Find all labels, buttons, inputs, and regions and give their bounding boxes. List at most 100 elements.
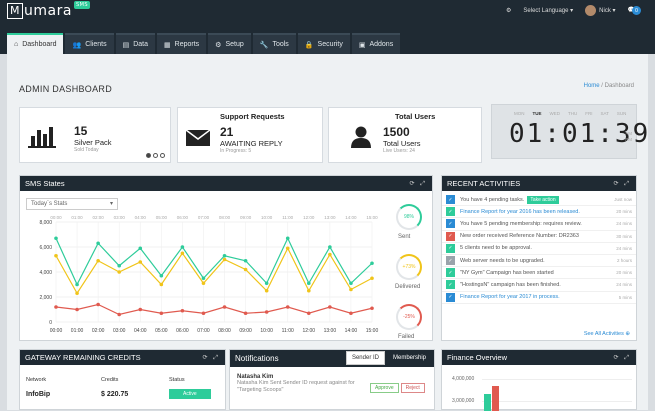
approve-button[interactable]: Approve <box>370 383 399 393</box>
tab-reports[interactable]: ▦ Reports <box>157 33 207 54</box>
data-point-failed <box>180 308 185 313</box>
list-item[interactable]: ✓ Web server needs to be upgraded. 2 hours <box>442 255 636 268</box>
activity-text: "HostingsN" campaign has been finished. <box>460 281 561 288</box>
activity-time: 30 mins <box>616 233 632 239</box>
support-number: 21 <box>220 125 234 139</box>
logo-letter: M <box>7 2 23 19</box>
data-point-sent <box>138 246 143 251</box>
breadcrumb-home[interactable]: Home <box>583 83 600 89</box>
activity-time: 2 hours <box>616 258 632 264</box>
finance-bar <box>492 386 499 411</box>
stats-select[interactable]: Today`s Stats <box>26 198 118 210</box>
activities-title: RECENT ACTIVITIES <box>447 179 521 188</box>
tab-membership[interactable]: Membership <box>386 351 432 365</box>
language-select[interactable]: Select Language ▾ <box>523 8 574 14</box>
breadcrumb-current: Dashboard <box>604 83 634 89</box>
pack-sub: Sold Today <box>74 147 99 153</box>
take-action-button[interactable]: Take action <box>527 195 559 204</box>
data-point-sent <box>222 253 227 258</box>
list-item[interactable]: ✓ You have 4 pending tasks. Take action Jus… <box>442 194 636 207</box>
clock-time: 01:01:39 <box>509 119 651 149</box>
users-label: Total Users <box>383 139 421 148</box>
y-tick-label: 0 <box>49 320 52 326</box>
panel-controls[interactable]: ⟳ ⤢ <box>613 180 631 187</box>
x-tick-label: 05:00 <box>155 328 168 334</box>
data-point-sent <box>75 282 79 287</box>
list-item[interactable]: ✓ Finance Report for year 2017 in process… <box>442 292 636 304</box>
x-tick-label: 00:00 <box>50 328 63 334</box>
list-item[interactable]: ✓ 5 clients need to be approval. 24 mins <box>442 243 636 255</box>
x-tick-label: 02:00 <box>92 328 105 334</box>
data-point-failed <box>349 311 353 316</box>
activity-icon: ✓ <box>446 292 455 302</box>
finance-title: Finance Overview <box>447 353 508 362</box>
data-point-failed <box>264 310 269 314</box>
tab-setup[interactable]: ⚙ Setup <box>208 33 251 54</box>
list-item[interactable]: ✓ Finance Report for year 2016 has been r… <box>442 206 636 219</box>
stat-card-pack: 15 Silver Pack Sold Today <box>19 107 171 163</box>
data-point-failed <box>243 311 248 316</box>
tab-clients[interactable]: 👥 Clients <box>65 33 114 54</box>
panel-controls[interactable]: ⟳ ⤢ <box>409 180 427 187</box>
y-tick-label: 4,000 <box>39 270 52 276</box>
list-item[interactable]: ✓ You have 5 pending membership: requires… <box>442 218 636 231</box>
data-point-delivered <box>328 252 332 257</box>
panel-controls[interactable]: ⟳ ⤢ <box>202 354 220 361</box>
clock-days: MON TUE WED THU FRI SAT SUN <box>514 111 626 116</box>
gauge-sent: 98% <box>396 204 422 230</box>
x-tick-label: 06:00 <box>176 328 189 334</box>
see-all-link[interactable]: See All Activities ⊕ <box>583 331 630 337</box>
tab-addons[interactable]: ▣ Addons <box>351 33 401 54</box>
data-point-delivered <box>349 287 353 292</box>
logo-text: umara <box>24 2 72 19</box>
gauge-label: Delivered <box>395 284 421 290</box>
data-point-sent <box>328 245 332 249</box>
user-menu[interactable]: Nick ▾ <box>585 5 616 16</box>
data-point-delivered <box>243 267 248 272</box>
gauge-label: Sent <box>398 234 411 240</box>
support-label: AWAITING REPLY <box>220 139 283 148</box>
tab-sender-id[interactable]: Sender ID <box>345 351 385 365</box>
activity-icon: ✓ <box>446 195 455 205</box>
activity-time: Just now <box>614 197 632 203</box>
notifications-title: Notifications <box>235 354 279 363</box>
reject-button[interactable]: Reject <box>400 383 425 393</box>
data-point-failed <box>328 305 332 309</box>
data-point-delivered <box>96 258 100 263</box>
panel-controls[interactable]: ⟳ ⤢ <box>613 354 631 361</box>
logo[interactable]: M umara SMS <box>7 0 91 19</box>
activity-time: 24 mins <box>616 282 632 288</box>
list-item[interactable]: ✓ "NY Gym" Campaign has been started 20 mi… <box>442 267 636 280</box>
users-icon: 👥 <box>72 41 82 49</box>
data-point-failed <box>285 305 290 309</box>
users-number: 1500 <box>383 125 410 139</box>
gear-icon[interactable]: ⚙ <box>506 8 512 14</box>
notification-button[interactable]: 💬0 <box>628 6 641 15</box>
sms-line-chart: 02,0004,0006,0008,00000:0000:0001:0001:0… <box>39 215 378 334</box>
reports-icon: ▦ <box>164 41 171 49</box>
data-point-delivered <box>54 253 58 258</box>
list-item[interactable]: ✓ New order received Reference Number: DR… <box>442 231 636 243</box>
series-line-delivered <box>55 246 373 295</box>
data-point-failed <box>138 307 143 312</box>
tab-tools[interactable]: 🔧 Tools <box>252 33 296 54</box>
data-point-sent <box>96 241 100 246</box>
tab-data[interactable]: ▤ Data <box>115 33 156 54</box>
list-item[interactable]: ✓ "HostingsN" campaign has been finished.… <box>442 279 636 292</box>
x-tick-label-top: 09:00 <box>240 215 252 220</box>
x-tick-label: 10:00 <box>260 328 273 334</box>
tab-dashboard[interactable]: ⌂ Dashboard <box>7 33 64 54</box>
y-tick-label: 2,000 <box>39 295 52 301</box>
data-icon: ▤ <box>122 41 130 49</box>
activity-text: Web server needs to be upgraded. <box>460 257 545 264</box>
tab-security[interactable]: 🔒 Security <box>297 33 350 54</box>
data-point-delivered <box>138 260 143 264</box>
top-bar: M umara SMS ⚙ Select Language ▾ Nick ▾ 💬… <box>0 0 655 21</box>
finance-ytick-mid: 3,000,000 <box>452 398 475 404</box>
recent-activities-panel: RECENT ACTIVITIES ⟳ ⤢ ✓ You have 4 pending… <box>441 175 637 341</box>
data-point-sent <box>307 281 311 286</box>
carousel-dots[interactable] <box>146 153 165 158</box>
data-point-failed <box>370 306 374 311</box>
activity-text: Finance Report for year 2016 has been re… <box>460 208 580 215</box>
clock-day: SUN <box>616 111 627 116</box>
